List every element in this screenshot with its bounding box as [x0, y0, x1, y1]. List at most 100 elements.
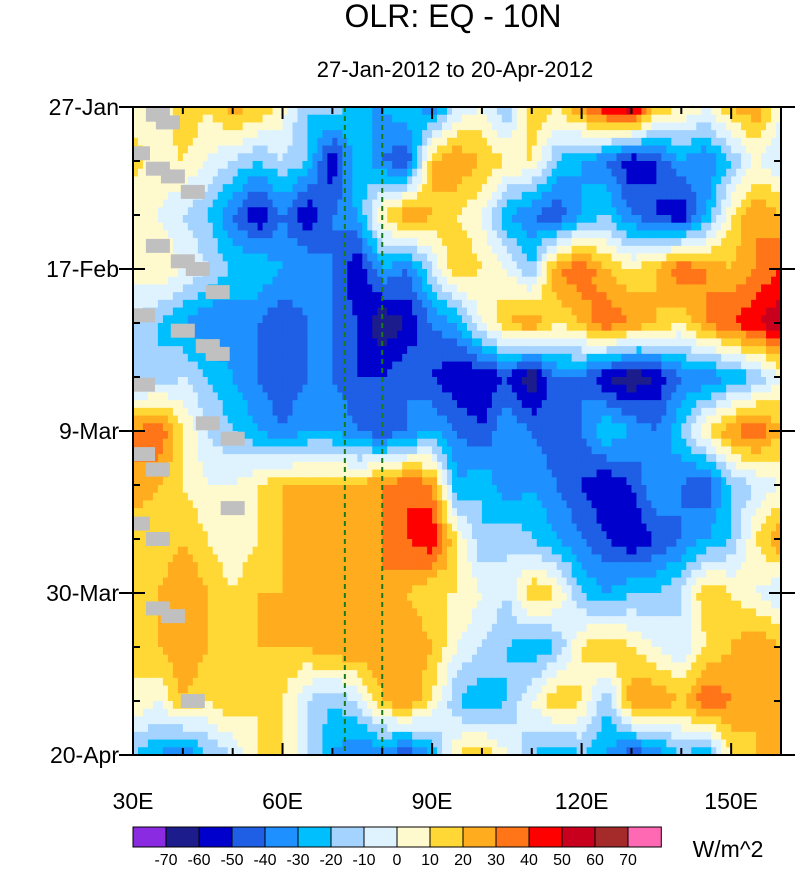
- heatmap-cell: [192, 323, 199, 332]
- heatmap-cell: [516, 245, 523, 255]
- heatmap-cell: [461, 384, 468, 394]
- heatmap-cell: [646, 307, 652, 316]
- heatmap-cell: [397, 253, 403, 262]
- heatmap-cell: [756, 199, 762, 208]
- heatmap-cell: [152, 276, 159, 286]
- heatmap-cell: [651, 184, 657, 193]
- heatmap-cell: [736, 191, 742, 201]
- heatmap-cell: [741, 261, 747, 270]
- heatmap-cell: [616, 392, 623, 401]
- heatmap-cell: [501, 114, 508, 124]
- heatmap-cell: [267, 361, 274, 370]
- heatmap-cell: [616, 377, 623, 386]
- heatmap-cell: [372, 269, 378, 278]
- heatmap-cell: [172, 338, 179, 347]
- heatmap-cell: [501, 253, 508, 262]
- heatmap-cell: [412, 230, 418, 239]
- heatmap-cell: [731, 253, 737, 262]
- heatmap-cell: [407, 400, 413, 409]
- heatmap-cell: [437, 384, 443, 394]
- heatmap-cell: [771, 161, 777, 170]
- heatmap-cell: [437, 377, 443, 386]
- heatmap-cell: [631, 292, 638, 301]
- heatmap-cell: [212, 122, 219, 131]
- heatmap-cell: [566, 238, 573, 247]
- heatmap-cell: [731, 215, 737, 224]
- heatmap-cell: [282, 353, 289, 363]
- heatmap-cell: [676, 253, 682, 262]
- heatmap-cell: [461, 315, 468, 324]
- heatmap-cell: [162, 384, 169, 394]
- heatmap-cell: [312, 130, 319, 139]
- heatmap-cell: [337, 253, 343, 262]
- heatmap-cell: [412, 176, 418, 185]
- heatmap-cell: [427, 215, 433, 224]
- heatmap-cell: [586, 215, 593, 224]
- heatmap-cell: [546, 369, 553, 378]
- heatmap-cell: [511, 284, 518, 293]
- heatmap-cell: [601, 114, 608, 124]
- heatmap-cell: [262, 261, 269, 270]
- heatmap-cell: [387, 176, 393, 185]
- heatmap-cell: [317, 114, 324, 124]
- heatmap-cell: [267, 269, 274, 278]
- heatmap-cell: [167, 315, 174, 324]
- heatmap-cell: [716, 253, 722, 262]
- heatmap-cell: [491, 207, 498, 216]
- heatmap-cell: [447, 184, 453, 193]
- heatmap-cell: [506, 292, 513, 301]
- heatmap-cell: [167, 222, 174, 232]
- heatmap-cell: [536, 191, 543, 201]
- heatmap-cell: [511, 338, 518, 347]
- heatmap-cell: [202, 384, 209, 394]
- heatmap-cell: [237, 230, 244, 239]
- heatmap-cell: [596, 269, 603, 278]
- heatmap-cell: [192, 153, 199, 162]
- heatmap-cell: [172, 292, 179, 301]
- heatmap-cell: [611, 245, 618, 255]
- heatmap-cell: [197, 145, 204, 154]
- heatmap-cell: [571, 168, 578, 178]
- heatmap-cell: [292, 191, 299, 201]
- heatmap-cell: [442, 161, 448, 170]
- heatmap-cell: [501, 299, 508, 309]
- heatmap-cell: [756, 253, 762, 262]
- heatmap-cell: [706, 330, 712, 340]
- heatmap-cell: [417, 361, 423, 370]
- heatmap-cell: [297, 161, 304, 170]
- heatmap-cell: [262, 114, 269, 124]
- heatmap-cell: [282, 230, 289, 239]
- heatmap-cell: [182, 392, 189, 401]
- heatmap-cell: [172, 137, 179, 147]
- heatmap-cell: [701, 184, 707, 193]
- heatmap-cell: [197, 215, 204, 224]
- heatmap-cell: [412, 353, 418, 363]
- heatmap-cell: [701, 222, 707, 232]
- heatmap-cell: [312, 238, 319, 247]
- heatmap-cell: [711, 145, 717, 154]
- heatmap-cell: [242, 330, 249, 340]
- heatmap-cell: [302, 353, 309, 363]
- heatmap-cell: [716, 114, 722, 124]
- heatmap-cell: [616, 361, 623, 370]
- heatmap-cell: [277, 269, 284, 278]
- heatmap-cell: [541, 330, 548, 340]
- heatmap-cell: [546, 338, 553, 347]
- heatmap-cell: [222, 222, 229, 232]
- heatmap-cell: [736, 269, 742, 278]
- heatmap-cell: [417, 207, 423, 216]
- heatmap-cell: [556, 330, 563, 340]
- heatmap-cell: [691, 307, 697, 316]
- heatmap-cell: [372, 207, 378, 216]
- heatmap-cell: [771, 245, 777, 255]
- heatmap-cell: [686, 369, 692, 378]
- heatmap-cell: [526, 299, 533, 309]
- heatmap-cell: [297, 145, 304, 154]
- heatmap-cell: [666, 199, 672, 208]
- heatmap-cell: [217, 130, 224, 139]
- heatmap-cell: [466, 191, 473, 201]
- heatmap-cell: [262, 161, 269, 170]
- heatmap-cell: [626, 222, 633, 232]
- heatmap-cell: [626, 330, 633, 340]
